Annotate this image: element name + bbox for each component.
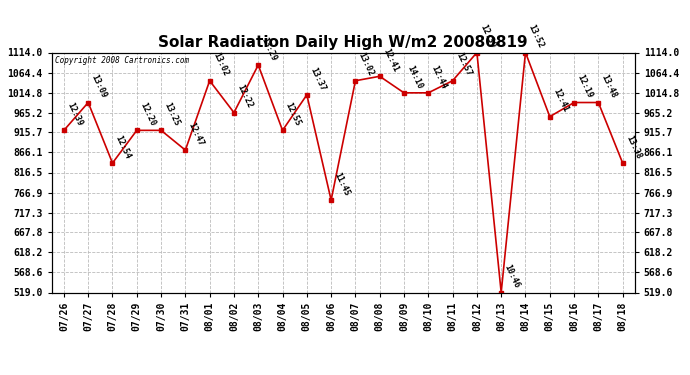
Text: 12:39: 12:39	[66, 101, 84, 128]
Text: 13:02: 13:02	[211, 51, 230, 78]
Text: 12:47: 12:47	[187, 121, 206, 147]
Text: 12:44: 12:44	[430, 64, 448, 90]
Text: 12:41: 12:41	[381, 47, 400, 74]
Title: Solar Radiation Daily High W/m2 20080819: Solar Radiation Daily High W/m2 20080819	[159, 35, 528, 50]
Text: 13:02: 13:02	[357, 51, 375, 78]
Text: 12:20: 12:20	[138, 101, 157, 128]
Text: 12:54: 12:54	[114, 134, 132, 160]
Text: 13:25: 13:25	[162, 101, 181, 128]
Text: 14:10: 14:10	[406, 64, 424, 90]
Text: 12:19: 12:19	[575, 73, 594, 100]
Text: 10:46: 10:46	[502, 263, 522, 290]
Text: 12:57: 12:57	[454, 51, 473, 78]
Text: 13:48: 13:48	[600, 73, 618, 100]
Text: 12:55: 12:55	[284, 101, 303, 128]
Text: 13:38: 13:38	[624, 134, 643, 160]
Text: 12:22: 12:22	[235, 83, 254, 110]
Text: Copyright 2008 Cartronics.com: Copyright 2008 Cartronics.com	[55, 56, 189, 65]
Text: 11:45: 11:45	[333, 171, 351, 197]
Text: 12:39: 12:39	[478, 23, 497, 50]
Text: 13:52: 13:52	[527, 23, 546, 50]
Text: 13:29: 13:29	[259, 36, 278, 62]
Text: 13:37: 13:37	[308, 66, 327, 92]
Text: 13:09: 13:09	[90, 73, 108, 100]
Text: 12:41: 12:41	[551, 87, 570, 114]
